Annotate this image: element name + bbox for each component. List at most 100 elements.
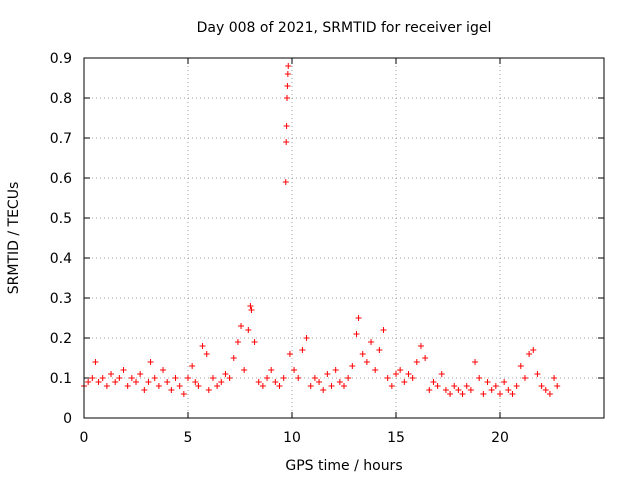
y-tick-label: 0.6 xyxy=(50,171,72,187)
data-point xyxy=(209,375,216,381)
data-point xyxy=(521,375,528,381)
data-point xyxy=(345,375,352,381)
data-point xyxy=(145,379,152,385)
data-point xyxy=(554,383,561,389)
data-point xyxy=(248,307,255,313)
data-point xyxy=(409,375,416,381)
data-point xyxy=(551,375,558,381)
y-tick-label: 0 xyxy=(63,411,72,427)
data-point xyxy=(546,391,553,397)
data-point xyxy=(291,367,298,373)
data-point xyxy=(376,347,383,353)
data-point xyxy=(286,351,293,357)
x-tick-label: 5 xyxy=(184,430,193,446)
data-point xyxy=(349,363,356,369)
data-point xyxy=(353,331,360,337)
data-point xyxy=(311,375,318,381)
data-point xyxy=(251,339,258,345)
data-point xyxy=(276,383,283,389)
data-point xyxy=(299,347,306,353)
data-point xyxy=(280,375,287,381)
data-point xyxy=(513,383,520,389)
data-point xyxy=(484,379,491,385)
data-point xyxy=(430,379,437,385)
data-point xyxy=(336,379,343,385)
data-point xyxy=(434,383,441,389)
x-tick-label: 10 xyxy=(283,430,301,446)
y-tick-label: 0.4 xyxy=(50,251,72,267)
data-point xyxy=(534,371,541,377)
data-point xyxy=(238,323,245,329)
data-point xyxy=(128,375,135,381)
data-point xyxy=(95,379,102,385)
data-point xyxy=(476,375,483,381)
data-point xyxy=(226,375,233,381)
data-point xyxy=(214,383,221,389)
data-point xyxy=(530,347,537,353)
data-point xyxy=(363,359,370,365)
data-point xyxy=(195,383,202,389)
data-point xyxy=(324,371,331,377)
y-tick-label: 0.8 xyxy=(50,91,72,107)
data-point xyxy=(307,383,314,389)
data-point xyxy=(203,351,210,357)
data-point xyxy=(509,391,516,397)
y-tick-label: 0.3 xyxy=(50,291,72,307)
data-point xyxy=(384,375,391,381)
data-point xyxy=(103,383,110,389)
data-point xyxy=(283,123,290,129)
data-point xyxy=(451,383,458,389)
data-point xyxy=(137,371,144,377)
y-tick-label: 0.9 xyxy=(50,51,72,67)
data-point xyxy=(442,387,449,393)
data-point xyxy=(284,95,291,101)
data-point xyxy=(320,387,327,393)
data-point xyxy=(328,383,335,389)
data-point xyxy=(230,355,237,361)
data-point xyxy=(368,339,375,345)
data-point xyxy=(492,383,499,389)
grid-lines xyxy=(84,58,604,418)
data-point xyxy=(488,387,495,393)
data-point xyxy=(282,179,289,185)
data-point xyxy=(497,391,503,397)
data-point xyxy=(426,387,433,393)
plot-frame xyxy=(83,57,605,419)
data-point xyxy=(241,367,248,373)
data-point xyxy=(303,335,310,341)
data-point xyxy=(283,139,290,145)
data-point xyxy=(247,303,254,309)
data-point xyxy=(218,379,225,385)
data-point xyxy=(438,371,445,377)
data-point xyxy=(180,391,187,397)
data-point xyxy=(176,383,183,389)
data-point xyxy=(205,387,212,393)
data-point xyxy=(388,383,395,389)
data-point xyxy=(99,375,106,381)
data-point xyxy=(285,63,292,69)
y-tick-label: 0.7 xyxy=(50,131,72,147)
data-point xyxy=(147,359,154,365)
data-point xyxy=(268,367,275,373)
data-point xyxy=(120,367,127,373)
x-tick-label: 0 xyxy=(80,430,89,446)
chart-title: Day 008 of 2021, SRMTID for receiver ige… xyxy=(197,20,492,36)
data-point xyxy=(108,371,115,377)
data-point xyxy=(447,391,454,397)
data-point xyxy=(517,363,524,369)
data-point xyxy=(393,371,399,377)
data-point xyxy=(116,375,123,381)
data-point xyxy=(467,387,474,393)
data-point xyxy=(505,387,512,393)
y-tick-label: 0.1 xyxy=(50,371,72,387)
data-point xyxy=(413,359,420,365)
data-point xyxy=(168,387,175,393)
data-point xyxy=(397,367,404,373)
data-point xyxy=(372,367,379,373)
data-point xyxy=(316,379,323,385)
data-point xyxy=(245,327,252,333)
data-point xyxy=(151,375,158,381)
data-point xyxy=(341,383,347,389)
data-point xyxy=(380,327,387,333)
